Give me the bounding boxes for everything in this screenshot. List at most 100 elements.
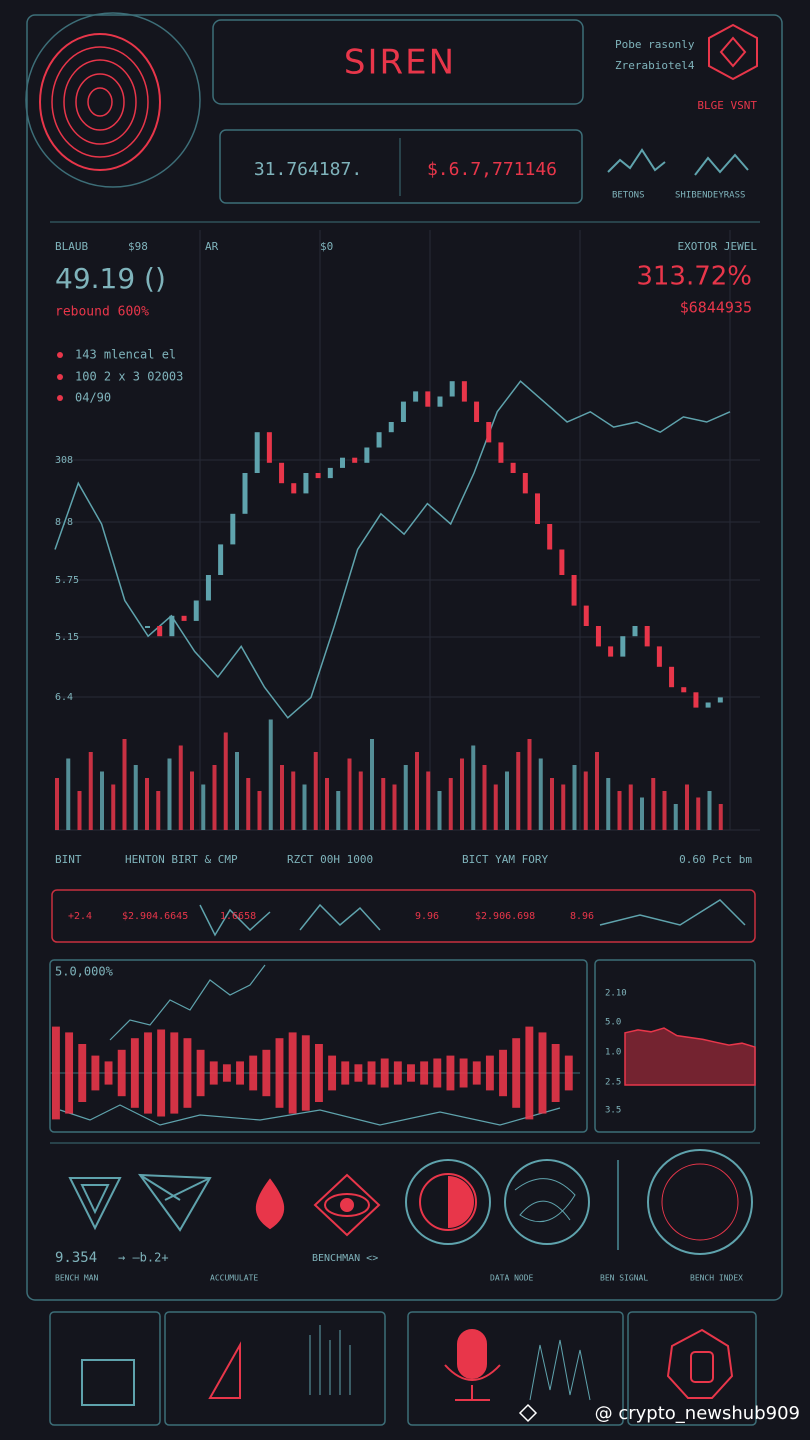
- volume-bar: [291, 771, 296, 830]
- panel-label: BLAUB: [55, 240, 88, 253]
- wave-bar: [551, 1044, 560, 1102]
- volume-bar: [325, 778, 329, 830]
- volume-bar: [617, 791, 622, 830]
- wave-bar: [485, 1055, 494, 1091]
- candle: [193, 600, 199, 621]
- ticker-strip: [51, 889, 756, 943]
- wave-bar: [236, 1061, 244, 1085]
- right-caption: $6844935: [680, 299, 752, 317]
- legend-item: 100 2 x 3 02003: [75, 370, 183, 384]
- candle: [327, 467, 333, 479]
- candle: [205, 575, 211, 601]
- candle: [583, 605, 589, 626]
- wave-bar: [499, 1049, 507, 1097]
- volume-bar: [111, 784, 116, 830]
- sparkline: [607, 148, 666, 173]
- wave-bar: [341, 1061, 350, 1085]
- panel-label: EXOTOR JEWEL: [678, 240, 758, 253]
- wave-bar: [420, 1061, 429, 1085]
- candle: [705, 702, 711, 708]
- bottom-cards: [49, 1311, 757, 1426]
- icon-caption: BEN SIGNAL: [600, 1274, 648, 1283]
- volume-bar: [707, 791, 712, 830]
- volume-bar: [381, 778, 386, 830]
- wave-bar: [196, 1049, 205, 1097]
- wave-bar: [104, 1061, 113, 1085]
- wave-bar: [472, 1061, 481, 1085]
- wave-bar: [170, 1032, 179, 1114]
- candle: [169, 615, 175, 637]
- ticker-item: 1.6658: [220, 911, 256, 922]
- ticker-sparkline: [199, 899, 746, 937]
- candle: [230, 513, 236, 545]
- volume-bar: [122, 739, 127, 830]
- wave-bar: [275, 1038, 284, 1108]
- candle: [595, 626, 601, 647]
- icon-caption: BENCH INDEX: [690, 1274, 743, 1283]
- hex-icon: [708, 23, 758, 81]
- wave-bar: [525, 1026, 534, 1120]
- volume-bar: [55, 778, 59, 830]
- volume-bar: [201, 784, 206, 830]
- candle: [413, 391, 419, 402]
- candle: [303, 473, 309, 494]
- x-label: BINT: [55, 853, 82, 866]
- candle: [535, 493, 540, 524]
- wave-overlay: [109, 964, 266, 1041]
- candle: [145, 626, 150, 628]
- fingerprint-badge: [25, 12, 201, 188]
- candle: [352, 457, 358, 463]
- icon-row-value: 9.354: [55, 1250, 97, 1266]
- candle: [461, 381, 467, 402]
- candle: [559, 549, 565, 575]
- volume-bar: [460, 758, 464, 830]
- stat-right: $.6.7,771146: [427, 159, 557, 180]
- panel-label: AR: [205, 240, 219, 253]
- app-title: SIREN: [344, 43, 456, 83]
- volume-bar: [696, 797, 701, 830]
- panel-label: $98: [128, 240, 148, 253]
- candle: [157, 626, 163, 637]
- legend-item: 143 mlencal el: [75, 348, 176, 362]
- main-value: 49.19 (): [55, 262, 166, 295]
- wave-bar: [262, 1049, 271, 1097]
- side-label: 2.5: [605, 1078, 621, 1088]
- wave-bar: [130, 1038, 139, 1108]
- candle: [181, 615, 187, 621]
- candle: [449, 381, 455, 397]
- volume-bar: [493, 784, 498, 830]
- volume-bar: [167, 758, 172, 830]
- volume-bar: [100, 771, 104, 830]
- x-label: BICT YAM FORY: [462, 853, 548, 866]
- wave-bar: [538, 1032, 547, 1114]
- volume-bar: [403, 765, 408, 830]
- volume-bar: [448, 778, 453, 830]
- candle: [656, 646, 662, 667]
- wave-bar: [52, 1026, 60, 1120]
- candle: [279, 462, 285, 484]
- candle: [644, 626, 650, 647]
- grid: [55, 230, 760, 831]
- volume-bar: [550, 778, 554, 830]
- legend-dot: [57, 352, 63, 358]
- candle: [608, 646, 614, 657]
- volume-bar: [583, 771, 588, 830]
- volume-bar: [426, 771, 431, 830]
- wave-bar: [433, 1058, 442, 1088]
- volume-bar: [482, 765, 487, 830]
- title-box: [212, 19, 584, 105]
- icon-caption: ACCUMULATE: [210, 1274, 258, 1283]
- candle: [340, 457, 345, 468]
- icon-caption: BENCH MAN: [55, 1274, 99, 1283]
- volume-bar: [673, 804, 678, 830]
- candle: [291, 483, 297, 494]
- wave-bar: [91, 1055, 100, 1091]
- ticker-item: $2.906.698: [475, 911, 535, 922]
- wave-bar: [512, 1038, 521, 1108]
- candle: [522, 473, 528, 494]
- volume-bar: [718, 804, 723, 830]
- volume-bar: [685, 784, 689, 830]
- volume-bar: [190, 771, 194, 830]
- stats-box: [219, 129, 583, 204]
